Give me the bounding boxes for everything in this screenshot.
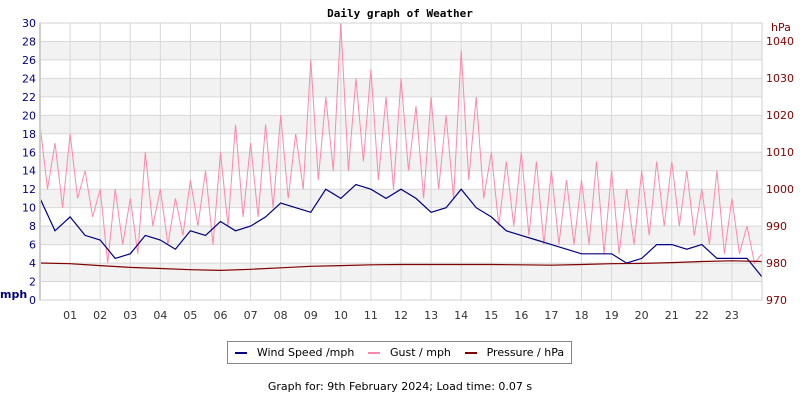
left-tick-label: 30 — [22, 17, 36, 30]
right-tick-label: 970 — [766, 294, 787, 307]
left-tick-label: 10 — [22, 202, 36, 215]
weather-chart: Daily graph of Weather 02468101214161820… — [0, 7, 794, 322]
legend: Wind Speed /mph Gust / mph Pressure / hP… — [227, 341, 572, 364]
x-tick-label: 09 — [304, 309, 318, 322]
left-tick-label: 0 — [29, 294, 36, 307]
x-tick-label: 23 — [725, 309, 739, 322]
right-axis-label: hPa — [771, 21, 791, 34]
legend-label: Gust / mph — [390, 346, 451, 359]
left-tick-label: 16 — [22, 146, 36, 159]
pressure-swatch — [464, 352, 477, 354]
legend-item-pressure: Pressure / hPa — [464, 346, 565, 359]
legend-label: Pressure / hPa — [486, 346, 565, 359]
right-tick-label: 980 — [766, 257, 787, 270]
legend-item-gust: Gust / mph — [368, 346, 451, 359]
x-tick-label: 20 — [635, 309, 649, 322]
left-tick-label: 12 — [22, 183, 36, 196]
left-axis-label: mph — [0, 288, 27, 301]
right-tick-label: 990 — [766, 220, 787, 233]
x-tick-label: 22 — [695, 309, 709, 322]
series-line-wind — [39, 183, 763, 278]
left-tick-label: 8 — [29, 220, 36, 233]
x-tick-label: 01 — [63, 309, 77, 322]
x-tick-label: 21 — [665, 309, 679, 322]
gust-swatch — [368, 352, 380, 354]
left-tick-label: 4 — [29, 257, 36, 270]
x-tick-label: 17 — [544, 309, 558, 322]
left-tick-label: 18 — [22, 128, 36, 141]
x-tick-label: 08 — [274, 309, 288, 322]
left-tick-label: 24 — [22, 72, 36, 85]
x-tick-label: 04 — [153, 309, 167, 322]
right-tick-label: 1010 — [766, 146, 794, 159]
left-tick-label: 20 — [22, 109, 36, 122]
right-tick-label: 1000 — [766, 183, 794, 196]
x-tick-label: 15 — [484, 309, 498, 322]
x-tick-label: 02 — [93, 309, 107, 322]
chart-title: Daily graph of Weather — [327, 7, 473, 20]
x-tick-label: 03 — [123, 309, 137, 322]
x-tick-label: 13 — [424, 309, 438, 322]
left-tick-label: 2 — [29, 276, 36, 289]
footer-text: Graph for: 9th February 2024; Load time:… — [267, 380, 533, 393]
x-tick-label: 05 — [183, 309, 197, 322]
right-tick-label: 1020 — [766, 109, 794, 122]
left-tick-label: 6 — [29, 239, 36, 252]
left-tick-label: 22 — [22, 91, 36, 104]
legend-item-wind: Wind Speed /mph — [234, 346, 355, 359]
x-tick-label: 18 — [575, 309, 589, 322]
wind-swatch — [234, 352, 247, 354]
left-tick-label: 14 — [22, 165, 36, 178]
x-tick-label: 11 — [364, 309, 378, 322]
right-tick-label: 1030 — [766, 72, 794, 85]
legend-label: Wind Speed /mph — [256, 346, 355, 359]
series-line-gust — [39, 22, 763, 265]
x-tick-label: 16 — [514, 309, 528, 322]
x-tick-label: 19 — [605, 309, 619, 322]
x-tick-label: 06 — [214, 309, 228, 322]
series-line-pressure — [39, 260, 763, 272]
x-tick-label: 12 — [394, 309, 408, 322]
right-tick-label: 1040 — [766, 35, 794, 48]
x-tick-label: 10 — [334, 309, 348, 322]
left-tick-label: 28 — [22, 35, 36, 48]
left-tick-label: 26 — [22, 54, 36, 67]
x-tick-label: 07 — [244, 309, 258, 322]
x-tick-label: 14 — [454, 309, 468, 322]
